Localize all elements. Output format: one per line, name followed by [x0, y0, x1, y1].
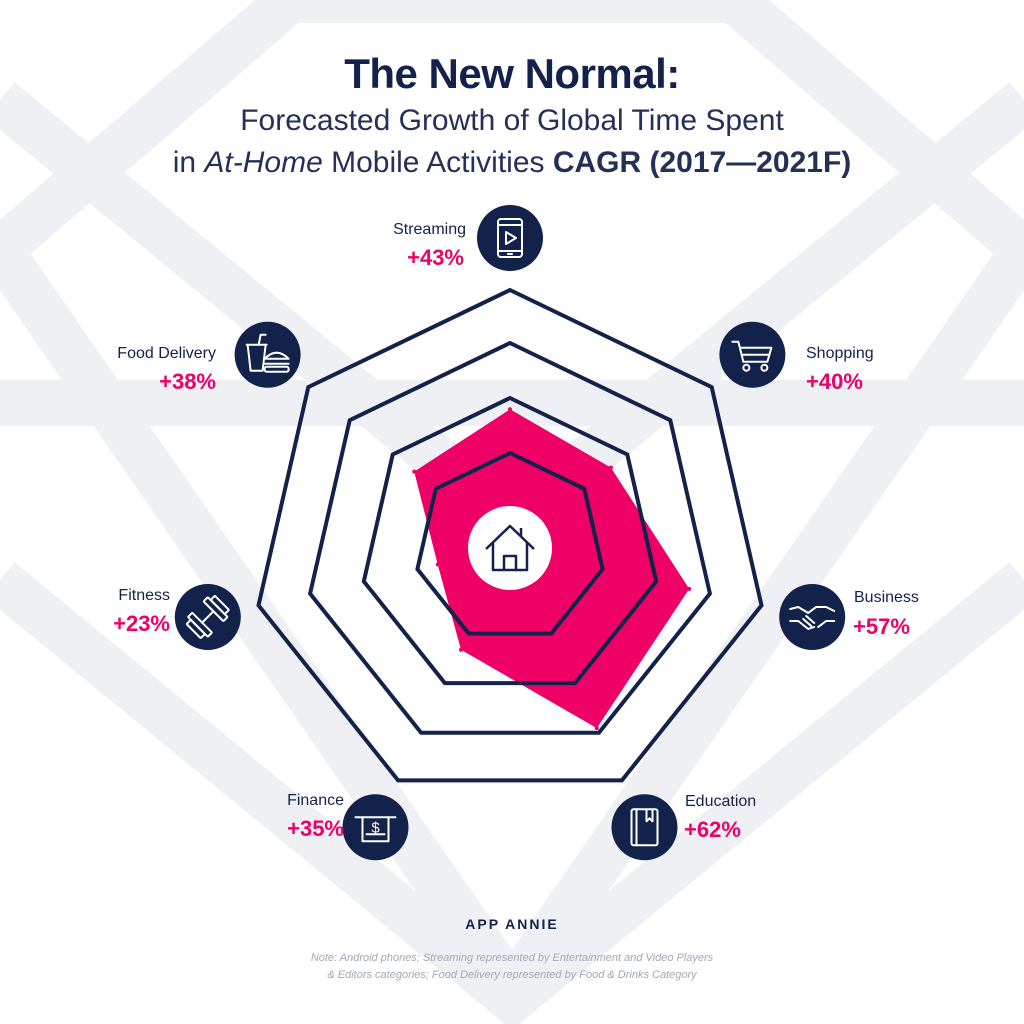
icon-badge-finance: [342, 794, 409, 861]
label-fitness: Fitness: [118, 587, 170, 604]
grid-ring-4: [256, 287, 764, 783]
value-finance: +35%: [287, 816, 344, 841]
subtitle-italic: At-Home: [204, 146, 323, 179]
chart-subtitle-line-1: Forecasted Growth of Global Time Spent: [240, 104, 784, 137]
brand-logo-text: APP ANNIE: [465, 916, 559, 932]
subtitle-bold: CAGR (2017—2021F): [552, 146, 852, 179]
icon-badge-streaming: [477, 205, 543, 271]
chart-subtitle-line-2: in At-Home Mobile Activities CAGR (2017—…: [0, 146, 1024, 180]
label-business: Business: [854, 589, 919, 606]
data-point-shopping: [608, 465, 613, 470]
house-icon: [485, 524, 535, 572]
shopping-cart-icon: [731, 340, 773, 372]
icon-badge-business: [779, 584, 846, 650]
label-streaming: Streaming: [393, 221, 466, 238]
grid-ring-3: [307, 340, 713, 735]
value-fitness: +23%: [113, 611, 170, 636]
data-point-education: [594, 726, 599, 731]
grid-ring-2: [361, 395, 659, 686]
subtitle-mid: Mobile Activities: [322, 146, 553, 179]
value-food-delivery: +38%: [159, 369, 216, 394]
label-shopping: Shopping: [806, 345, 874, 362]
icon-badge-food-delivery: [234, 321, 301, 388]
grid-ring-1: [415, 450, 605, 636]
label-education: Education: [685, 793, 757, 810]
data-point-streaming: [508, 407, 512, 412]
dumbbell-icon: [185, 595, 230, 639]
data-point-fitness: [435, 562, 440, 567]
chart-title: The New Normal:: [344, 50, 680, 97]
footnote-line-2: & Editors categories; Food Delivery repr…: [327, 969, 697, 981]
data-point-food-delivery: [412, 469, 417, 474]
svg-text:$: $: [371, 819, 380, 836]
phone-play-icon: [497, 218, 523, 258]
label-finance: Finance: [287, 792, 344, 809]
value-streaming: +43%: [407, 245, 464, 270]
footnote: Note: Android phones; Streaming represen…: [262, 950, 762, 984]
book-icon: [630, 808, 659, 847]
subtitle-prefix: in: [172, 146, 205, 179]
data-area: [414, 409, 690, 729]
center-circle: [468, 506, 552, 590]
data-point-business: [687, 586, 692, 591]
data-point-finance: [459, 647, 463, 652]
drink-burger-icon: [245, 333, 290, 373]
value-business: +57%: [853, 614, 910, 639]
value-shopping: +40%: [806, 369, 863, 394]
label-food-delivery: Food Delivery: [117, 345, 216, 362]
atm-cash-icon: $: [354, 816, 397, 843]
value-education: +62%: [684, 817, 741, 842]
handshake-icon: [789, 605, 836, 630]
icon-badge-education: [611, 794, 678, 861]
footnote-line-1: Note: Android phones; Streaming represen…: [310, 952, 714, 964]
